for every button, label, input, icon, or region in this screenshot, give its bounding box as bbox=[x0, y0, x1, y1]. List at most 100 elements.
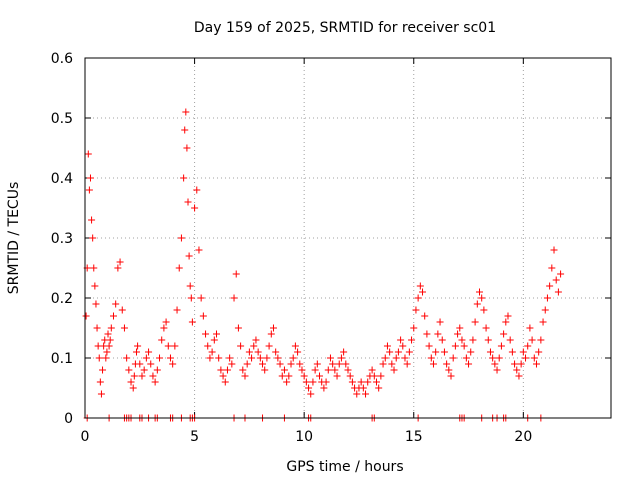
data-point bbox=[309, 378, 317, 386]
data-point bbox=[429, 360, 437, 368]
data-point bbox=[410, 324, 418, 332]
data-point bbox=[508, 348, 516, 356]
y-tick-label: 0.6 bbox=[51, 51, 73, 67]
data-point bbox=[476, 288, 483, 296]
data-point bbox=[331, 366, 339, 374]
y-tick-label: 0.4 bbox=[51, 171, 73, 187]
data-point bbox=[96, 378, 104, 386]
data-point bbox=[486, 348, 494, 356]
data-point bbox=[423, 330, 431, 338]
data-point bbox=[519, 348, 527, 356]
data-point bbox=[228, 360, 236, 368]
data-point bbox=[346, 372, 354, 380]
data-point bbox=[460, 342, 468, 350]
data-point bbox=[232, 270, 240, 278]
data-point bbox=[118, 306, 126, 314]
data-point bbox=[239, 366, 247, 374]
data-point bbox=[129, 384, 137, 392]
data-point bbox=[184, 198, 192, 206]
data-point bbox=[438, 336, 446, 344]
y-tick-label: 0 bbox=[64, 411, 73, 427]
data-point bbox=[149, 372, 157, 380]
data-point bbox=[298, 366, 306, 374]
data-point bbox=[130, 372, 138, 380]
data-point bbox=[215, 354, 223, 362]
data-point bbox=[226, 354, 234, 362]
data-point bbox=[307, 390, 315, 398]
data-point bbox=[539, 318, 547, 326]
data-point bbox=[399, 342, 407, 350]
data-point bbox=[447, 372, 455, 380]
data-point bbox=[93, 324, 101, 332]
data-point bbox=[300, 372, 308, 380]
data-point bbox=[541, 306, 549, 314]
data-point bbox=[394, 348, 402, 356]
data-point bbox=[511, 360, 519, 368]
data-point bbox=[537, 336, 545, 344]
data-point bbox=[285, 372, 293, 380]
data-point bbox=[252, 336, 260, 344]
data-point bbox=[89, 234, 97, 242]
data-point bbox=[377, 372, 385, 380]
data-point bbox=[294, 348, 302, 356]
data-point bbox=[454, 330, 462, 338]
data-point bbox=[145, 348, 153, 356]
data-point bbox=[425, 342, 433, 350]
data-point bbox=[390, 366, 398, 374]
data-point bbox=[427, 354, 435, 362]
x-tick-label: 15 bbox=[405, 429, 423, 445]
data-point bbox=[522, 354, 530, 362]
x-tick-label: 5 bbox=[190, 429, 199, 445]
data-point bbox=[265, 342, 273, 350]
data-point bbox=[473, 300, 481, 308]
data-point bbox=[364, 378, 372, 386]
data-point bbox=[392, 354, 400, 362]
x-tick-label: 0 bbox=[81, 429, 90, 445]
data-point bbox=[112, 300, 120, 308]
data-point bbox=[289, 354, 297, 362]
data-point bbox=[243, 360, 251, 368]
data-point bbox=[434, 330, 442, 338]
y-tick-label: 0.5 bbox=[51, 111, 73, 127]
data-point bbox=[362, 390, 370, 398]
data-point bbox=[326, 354, 334, 362]
data-point bbox=[320, 384, 328, 392]
data-point bbox=[340, 348, 348, 356]
data-point bbox=[187, 294, 195, 302]
data-point bbox=[379, 360, 387, 368]
y-tick-label: 0.1 bbox=[51, 351, 73, 367]
data-point bbox=[465, 360, 473, 368]
data-point bbox=[305, 384, 313, 392]
data-point bbox=[183, 144, 191, 152]
data-point bbox=[416, 282, 424, 290]
data-point bbox=[114, 264, 122, 272]
data-point bbox=[280, 366, 288, 374]
data-point bbox=[543, 294, 551, 302]
data-point bbox=[302, 378, 310, 386]
data-point bbox=[513, 366, 521, 374]
data-point bbox=[204, 342, 212, 350]
data-point bbox=[337, 354, 345, 362]
data-point bbox=[515, 372, 523, 380]
data-point bbox=[173, 306, 181, 314]
data-point bbox=[342, 360, 350, 368]
data-point bbox=[484, 336, 492, 344]
data-point bbox=[133, 348, 141, 356]
data-point bbox=[276, 360, 284, 368]
data-point bbox=[221, 378, 229, 386]
data-point bbox=[103, 348, 111, 356]
data-point bbox=[405, 348, 413, 356]
data-point bbox=[206, 354, 214, 362]
data-point bbox=[256, 354, 264, 362]
data-point bbox=[210, 336, 218, 344]
data-point bbox=[188, 318, 196, 326]
data-point bbox=[208, 348, 216, 356]
data-point bbox=[388, 360, 396, 368]
data-point bbox=[432, 348, 440, 356]
data-point bbox=[311, 366, 319, 374]
data-point bbox=[397, 336, 405, 344]
data-point bbox=[147, 360, 155, 368]
data-point bbox=[120, 324, 128, 332]
data-point bbox=[91, 282, 99, 290]
data-point bbox=[138, 372, 146, 380]
